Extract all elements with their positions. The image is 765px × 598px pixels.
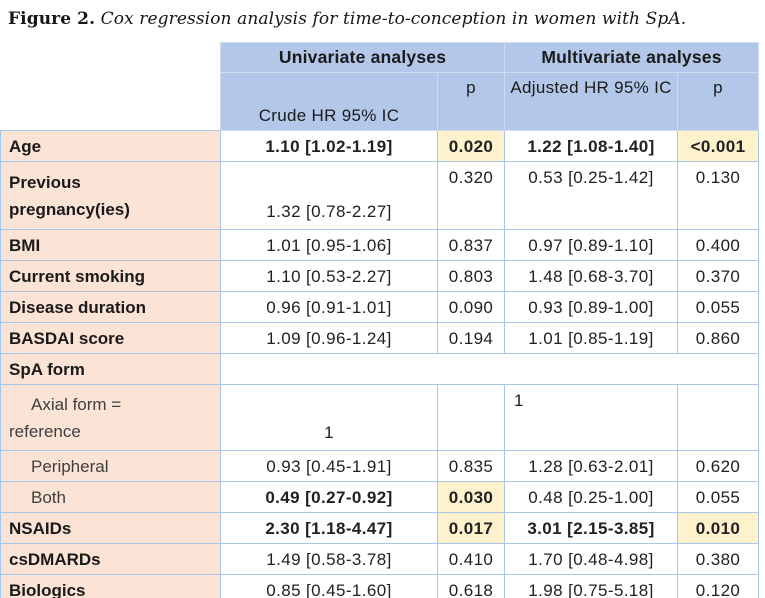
figure-title: Figure 2. Cox regression analysis for ti… <box>0 0 765 29</box>
header-spacer <box>0 42 221 73</box>
row-label: csDMARDs <box>0 543 221 575</box>
row-label: Axial form = reference <box>0 384 221 451</box>
p-value-cell: 0.130 <box>677 161 760 230</box>
table-row: Biologics 0.85 [0.45-1.60] 0.618 1.98 [0.75… <box>0 574 760 598</box>
p-value-cell: <0.001 <box>677 130 760 162</box>
p-value-cell: 0.010 <box>677 512 760 544</box>
column-header: p <box>436 72 506 131</box>
adjusted-hr-cell: 3.01 [2.15-3.85] <box>504 512 679 544</box>
p-value-cell: 0.120 <box>677 574 760 598</box>
p-value-cell: 0.803 <box>436 260 506 292</box>
p-value-cell: 0.370 <box>677 260 760 292</box>
table-row: Disease duration 0.96 [0.91-1.01] 0.090 0.9… <box>0 291 760 323</box>
row-label: Both <box>0 481 221 513</box>
adjusted-hr-cell: 1.01 [0.85-1.19] <box>504 322 679 354</box>
row-label: BMI <box>0 229 221 261</box>
crude-hr-cell: 1.01 [0.95-1.06] <box>220 229 438 261</box>
p-value-cell <box>677 384 760 451</box>
row-label: Disease duration <box>0 291 221 323</box>
table-row: BMI 1.01 [0.95-1.06] 0.837 0.97 [0.89-1.10]… <box>0 229 760 261</box>
section-empty-cell <box>219 353 760 385</box>
p-value-cell: 0.020 <box>436 130 506 162</box>
p-value-cell: 0.400 <box>677 229 760 261</box>
p-value-cell <box>436 384 506 451</box>
adjusted-hr-cell: 1.28 [0.63-2.01] <box>504 450 679 482</box>
adjusted-hr-cell: 0.48 [0.25-1.00] <box>504 481 679 513</box>
table-row: NSAIDs 2.30 [1.18-4.47] 0.017 3.01 [2.15-3.… <box>0 512 760 544</box>
adjusted-hr-cell: 1.70 [0.48-4.98] <box>504 543 679 575</box>
p-value-cell: 0.017 <box>436 512 506 544</box>
p-value-cell: 0.030 <box>436 481 506 513</box>
adjusted-hr-cell: 0.97 [0.89-1.10] <box>504 229 679 261</box>
row-label: Current smoking <box>0 260 221 292</box>
crude-hr-cell: 0.49 [0.27-0.92] <box>220 481 438 513</box>
crude-hr-cell: 0.85 [0.45-1.60] <box>220 574 438 598</box>
table-row: SpA form <box>0 353 760 385</box>
adjusted-hr-cell: 1.48 [0.68-3.70] <box>504 260 679 292</box>
group-header-univariate: Univariate analyses <box>219 42 506 73</box>
crude-hr-cell: 0.93 [0.45-1.91] <box>220 450 438 482</box>
p-value-cell: 0.320 <box>436 161 506 230</box>
crude-hr-cell: 1.09 [0.96-1.24] <box>220 322 438 354</box>
crude-hr-cell: 1.49 [0.58-3.78] <box>220 543 438 575</box>
table-row: BASDAI score 1.09 [0.96-1.24] 0.194 1.01 [0… <box>0 322 760 354</box>
row-label: SpA form <box>0 353 221 385</box>
row-label: Previous pregnancy(ies) <box>0 161 221 230</box>
table-row: Peripheral 0.93 [0.45-1.91] 0.835 1.28 [0.6… <box>0 450 760 482</box>
crude-hr-cell: 1.10 [0.53-2.27] <box>220 260 438 292</box>
table-row: Age 1.10 [1.02-1.19] 0.020 1.22 [1.08-1.40]… <box>0 130 760 162</box>
p-value-cell: 0.618 <box>436 574 506 598</box>
column-header-row: Crude HR 95% IC p Adjusted HR 95% IC p <box>0 72 760 131</box>
p-value-cell: 0.090 <box>436 291 506 323</box>
header-group-row: Univariate analyses Multivariate analyses <box>0 42 760 73</box>
figure-caption: Cox regression analysis for time-to-conc… <box>95 9 687 29</box>
column-header: Crude HR 95% IC <box>220 72 438 131</box>
column-header: p <box>677 72 760 131</box>
table-row: Axial form = reference 1 1 <box>0 384 760 451</box>
adjusted-hr-cell: 1 <box>504 384 679 451</box>
column-header: Adjusted HR 95% IC <box>504 72 679 131</box>
row-label: Peripheral <box>0 450 221 482</box>
row-label: Biologics <box>0 574 221 598</box>
crude-hr-cell: 1 <box>220 384 438 451</box>
table-row: Previous pregnancy(ies) 1.32 [0.78-2.27] 0… <box>0 161 760 230</box>
table-row: Current smoking 1.10 [0.53-2.27] 0.803 1.48… <box>0 260 760 292</box>
adjusted-hr-cell: 0.53 [0.25-1.42] <box>504 161 679 230</box>
table-row: Both 0.49 [0.27-0.92] 0.030 0.48 [0.25-1.00… <box>0 481 760 513</box>
p-value-cell: 0.620 <box>677 450 760 482</box>
table-body: Age 1.10 [1.02-1.19] 0.020 1.22 [1.08-1.40]… <box>0 130 760 598</box>
regression-table: Univariate analyses Multivariate analyses… <box>0 42 760 598</box>
header-spacer <box>0 72 221 131</box>
p-value-cell: 0.055 <box>677 481 760 513</box>
table-row: csDMARDs 1.49 [0.58-3.78] 0.410 1.70 [0.48-… <box>0 543 760 575</box>
p-value-cell: 0.380 <box>677 543 760 575</box>
p-value-cell: 0.194 <box>436 322 506 354</box>
table-header: Univariate analyses Multivariate analyses… <box>0 42 760 131</box>
adjusted-hr-cell: 1.98 [0.75-5.18] <box>504 574 679 598</box>
group-header-multivariate: Multivariate analyses <box>504 42 760 73</box>
row-label: NSAIDs <box>0 512 221 544</box>
figure-label: Figure 2. <box>8 9 96 29</box>
p-value-cell: 0.860 <box>677 322 760 354</box>
crude-hr-cell: 0.96 [0.91-1.01] <box>220 291 438 323</box>
p-value-cell: 0.837 <box>436 229 506 261</box>
crude-hr-cell: 2.30 [1.18-4.47] <box>220 512 438 544</box>
crude-hr-cell: 1.10 [1.02-1.19] <box>220 130 438 162</box>
row-label: Age <box>0 130 221 162</box>
adjusted-hr-cell: 1.22 [1.08-1.40] <box>504 130 679 162</box>
p-value-cell: 0.835 <box>436 450 506 482</box>
row-label: BASDAI score <box>0 322 221 354</box>
adjusted-hr-cell: 0.93 [0.89-1.00] <box>504 291 679 323</box>
p-value-cell: 0.410 <box>436 543 506 575</box>
p-value-cell: 0.055 <box>677 291 760 323</box>
crude-hr-cell: 1.32 [0.78-2.27] <box>220 161 438 230</box>
